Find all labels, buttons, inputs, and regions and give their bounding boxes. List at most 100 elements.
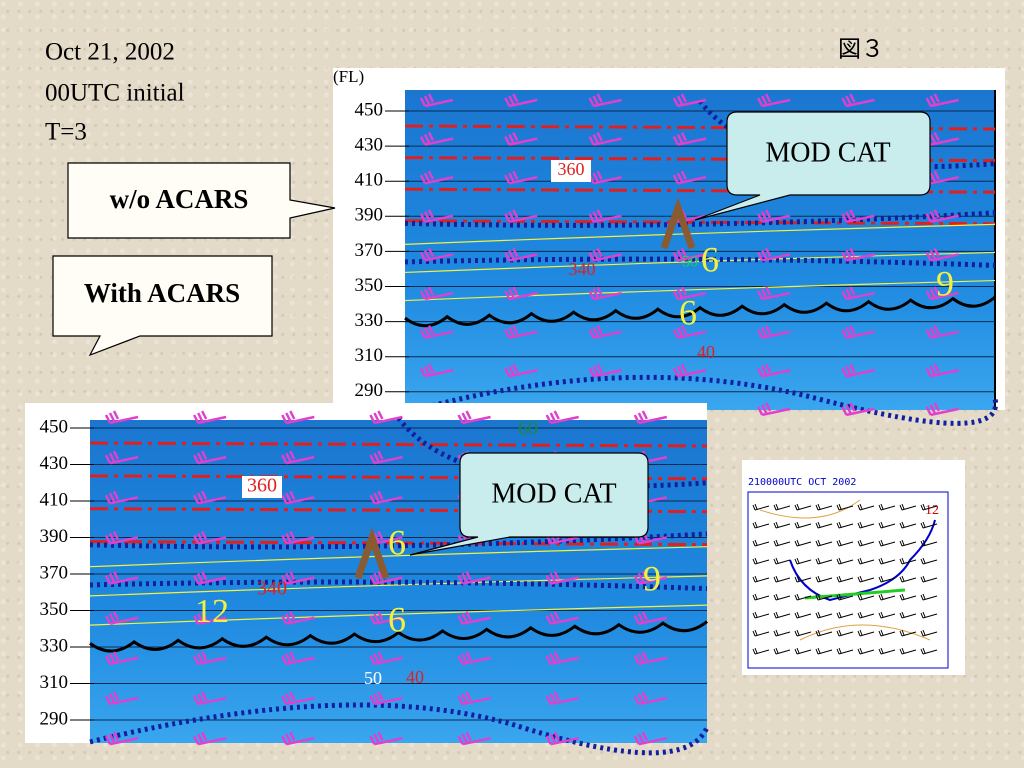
wind-barb	[925, 363, 959, 378]
wind-barb	[193, 571, 227, 585]
callout-cat-top	[694, 111, 931, 221]
inset-barb	[773, 503, 791, 511]
wind-barb	[841, 93, 875, 108]
wind-barb	[925, 209, 959, 224]
inset-label: 12	[925, 503, 939, 518]
wind-barb	[588, 93, 622, 108]
inset-barb	[794, 575, 812, 583]
wind-barb	[193, 530, 227, 545]
wind-barb	[104, 571, 139, 585]
wind-barb	[457, 571, 491, 585]
tropopause	[404, 295, 996, 328]
wind-barb	[104, 450, 139, 465]
inset-barb	[773, 521, 791, 529]
level-label: 330	[40, 635, 69, 656]
wind-barb	[281, 731, 315, 746]
wind-barb	[504, 325, 538, 339]
inset-barb	[857, 647, 875, 655]
wind-barb	[925, 286, 959, 301]
inset-barb	[857, 557, 875, 565]
level-label: 350	[355, 275, 384, 296]
inset-barb	[836, 647, 854, 655]
inset-barb	[920, 647, 938, 655]
level-label: 290	[355, 380, 384, 401]
inset-barb	[836, 593, 854, 601]
inset-barb	[857, 629, 875, 637]
level-label: 410	[40, 489, 69, 510]
wind-barb	[193, 611, 227, 625]
contour-label: 50	[682, 254, 698, 271]
wind-barb	[841, 363, 875, 378]
isotherm	[89, 441, 708, 448]
wind-barb	[672, 363, 707, 378]
wind-barb	[419, 209, 454, 224]
level-label: 330	[355, 310, 384, 331]
wind-barb	[633, 691, 668, 706]
cat-symbol	[660, 197, 696, 250]
wind-barb	[757, 325, 791, 339]
wind-barb	[633, 571, 668, 585]
wind-barb	[281, 691, 315, 706]
wind-barb	[504, 132, 538, 146]
wind-barb	[545, 410, 579, 425]
wind-barb	[104, 490, 139, 505]
wind-barb	[672, 132, 707, 146]
wind-barb	[457, 611, 491, 625]
label-box	[551, 160, 591, 182]
inset-barb	[857, 503, 875, 511]
wind-barb	[757, 93, 791, 108]
level-label: 350	[40, 599, 69, 620]
yellow-contour	[89, 575, 708, 597]
inset-barb	[878, 593, 896, 601]
contour-label: 9	[936, 263, 954, 303]
wind-barb	[757, 209, 791, 224]
inset-barb	[794, 611, 812, 619]
wind-barb	[504, 93, 538, 108]
tropopause	[89, 620, 708, 653]
wind-barb	[588, 209, 622, 224]
inset-barb	[899, 539, 917, 547]
level-label: 310	[355, 345, 384, 366]
wind-barb	[672, 93, 707, 108]
contour-label: 6	[701, 239, 719, 279]
inset-barb	[752, 521, 770, 529]
wind-barb	[369, 611, 403, 625]
wind-barb	[545, 611, 579, 625]
inset-barb	[857, 575, 875, 583]
wind-barb	[104, 611, 139, 625]
wind-barb	[545, 691, 579, 706]
wind-barb	[841, 286, 875, 301]
wind-barb	[104, 691, 139, 706]
inset-barb	[752, 629, 770, 637]
inset-barb	[920, 539, 938, 547]
wind-contour	[404, 210, 996, 228]
wind-barb	[419, 363, 454, 378]
wind-barb	[545, 571, 579, 585]
wind-barb	[841, 209, 875, 224]
wind-barb	[281, 611, 315, 625]
inset-barb	[878, 557, 896, 565]
level-label: 370	[355, 240, 384, 261]
wind-barb	[369, 450, 403, 465]
wind-barb	[281, 571, 315, 585]
wind-barb	[545, 530, 579, 545]
yellow-contour	[89, 546, 708, 568]
inset-barb	[878, 575, 896, 583]
inset-title: 210000UTC OCT 2002	[748, 477, 856, 488]
level-label: 370	[40, 562, 69, 583]
inset-barb	[878, 647, 896, 655]
inset-barb	[857, 611, 875, 619]
inset-barb	[794, 647, 812, 655]
wind-barb	[588, 170, 622, 185]
inset-barb	[899, 629, 917, 637]
wind-barb	[369, 571, 403, 585]
inset-barb	[752, 503, 770, 511]
inset-barb	[899, 593, 917, 601]
inset-barb	[815, 503, 833, 511]
inset-barb	[920, 503, 938, 511]
level-label: 430	[355, 134, 384, 155]
inset-barb	[899, 557, 917, 565]
wind-barb	[281, 651, 315, 666]
